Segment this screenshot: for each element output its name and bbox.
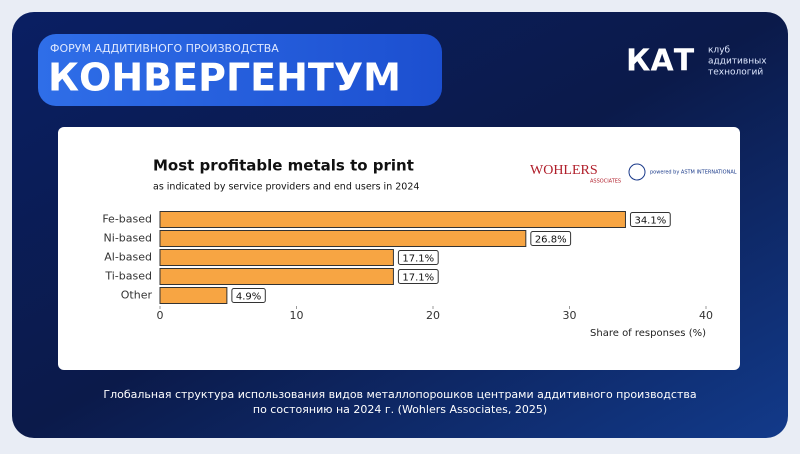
header-kicker: ФОРУМ АДДИТИВНОГО ПРОИЗВОДСТВА xyxy=(50,42,279,55)
value-label: 17.1% xyxy=(402,273,434,284)
caption: по состоянию на 2024 г. (Wohlers Associa… xyxy=(253,403,547,416)
logo-text: технологий xyxy=(708,68,763,78)
value-label: 26.8% xyxy=(535,235,567,246)
partner-logo: ASSOCIATES xyxy=(590,179,621,185)
x-tick-label: 20 xyxy=(426,309,440,322)
bar xyxy=(159,249,394,266)
y-tick-label: Other xyxy=(121,289,153,302)
logo-text: аддитивных xyxy=(708,57,767,67)
logo-mark: КАТ xyxy=(626,44,695,79)
chart-subtitle: as indicated by service providers and en… xyxy=(153,182,419,193)
value-label: 17.1% xyxy=(402,254,434,265)
x-tick-label: 40 xyxy=(699,309,713,322)
value-label-box xyxy=(397,250,439,265)
value-label-box xyxy=(397,269,439,284)
bar xyxy=(159,230,527,247)
x-axis-label: Share of responses (%) xyxy=(590,328,706,339)
chart-title: Most profitable metals to print xyxy=(153,157,414,175)
value-label: 34.1% xyxy=(634,216,666,227)
y-tick-label: Al-based xyxy=(104,251,152,264)
chart-card xyxy=(58,127,740,370)
partner-logo: powered by ASTM INTERNATIONAL xyxy=(650,170,737,176)
header-title: КОНВЕРГЕНТУМ xyxy=(48,56,401,100)
value-label-box xyxy=(231,288,266,303)
value-label: 4.9% xyxy=(236,292,261,303)
x-tick-label: 0 xyxy=(157,309,164,322)
y-tick-label: Fe-based xyxy=(102,213,152,226)
bar xyxy=(159,211,626,228)
value-label-box xyxy=(530,231,572,246)
x-tick-label: 10 xyxy=(290,309,304,322)
logo-text: клуб xyxy=(708,46,731,56)
partner-logo: WOHLERS xyxy=(530,163,598,178)
y-tick-label: Ni-based xyxy=(104,232,152,245)
value-label-box xyxy=(629,212,671,227)
header-pill xyxy=(38,34,442,106)
bar xyxy=(159,287,228,304)
x-tick-label: 30 xyxy=(563,309,577,322)
bar xyxy=(159,268,394,285)
y-tick-label: Ti-based xyxy=(104,270,152,283)
partner-icon xyxy=(628,163,646,181)
caption: Глобальная структура использования видов… xyxy=(103,388,696,401)
